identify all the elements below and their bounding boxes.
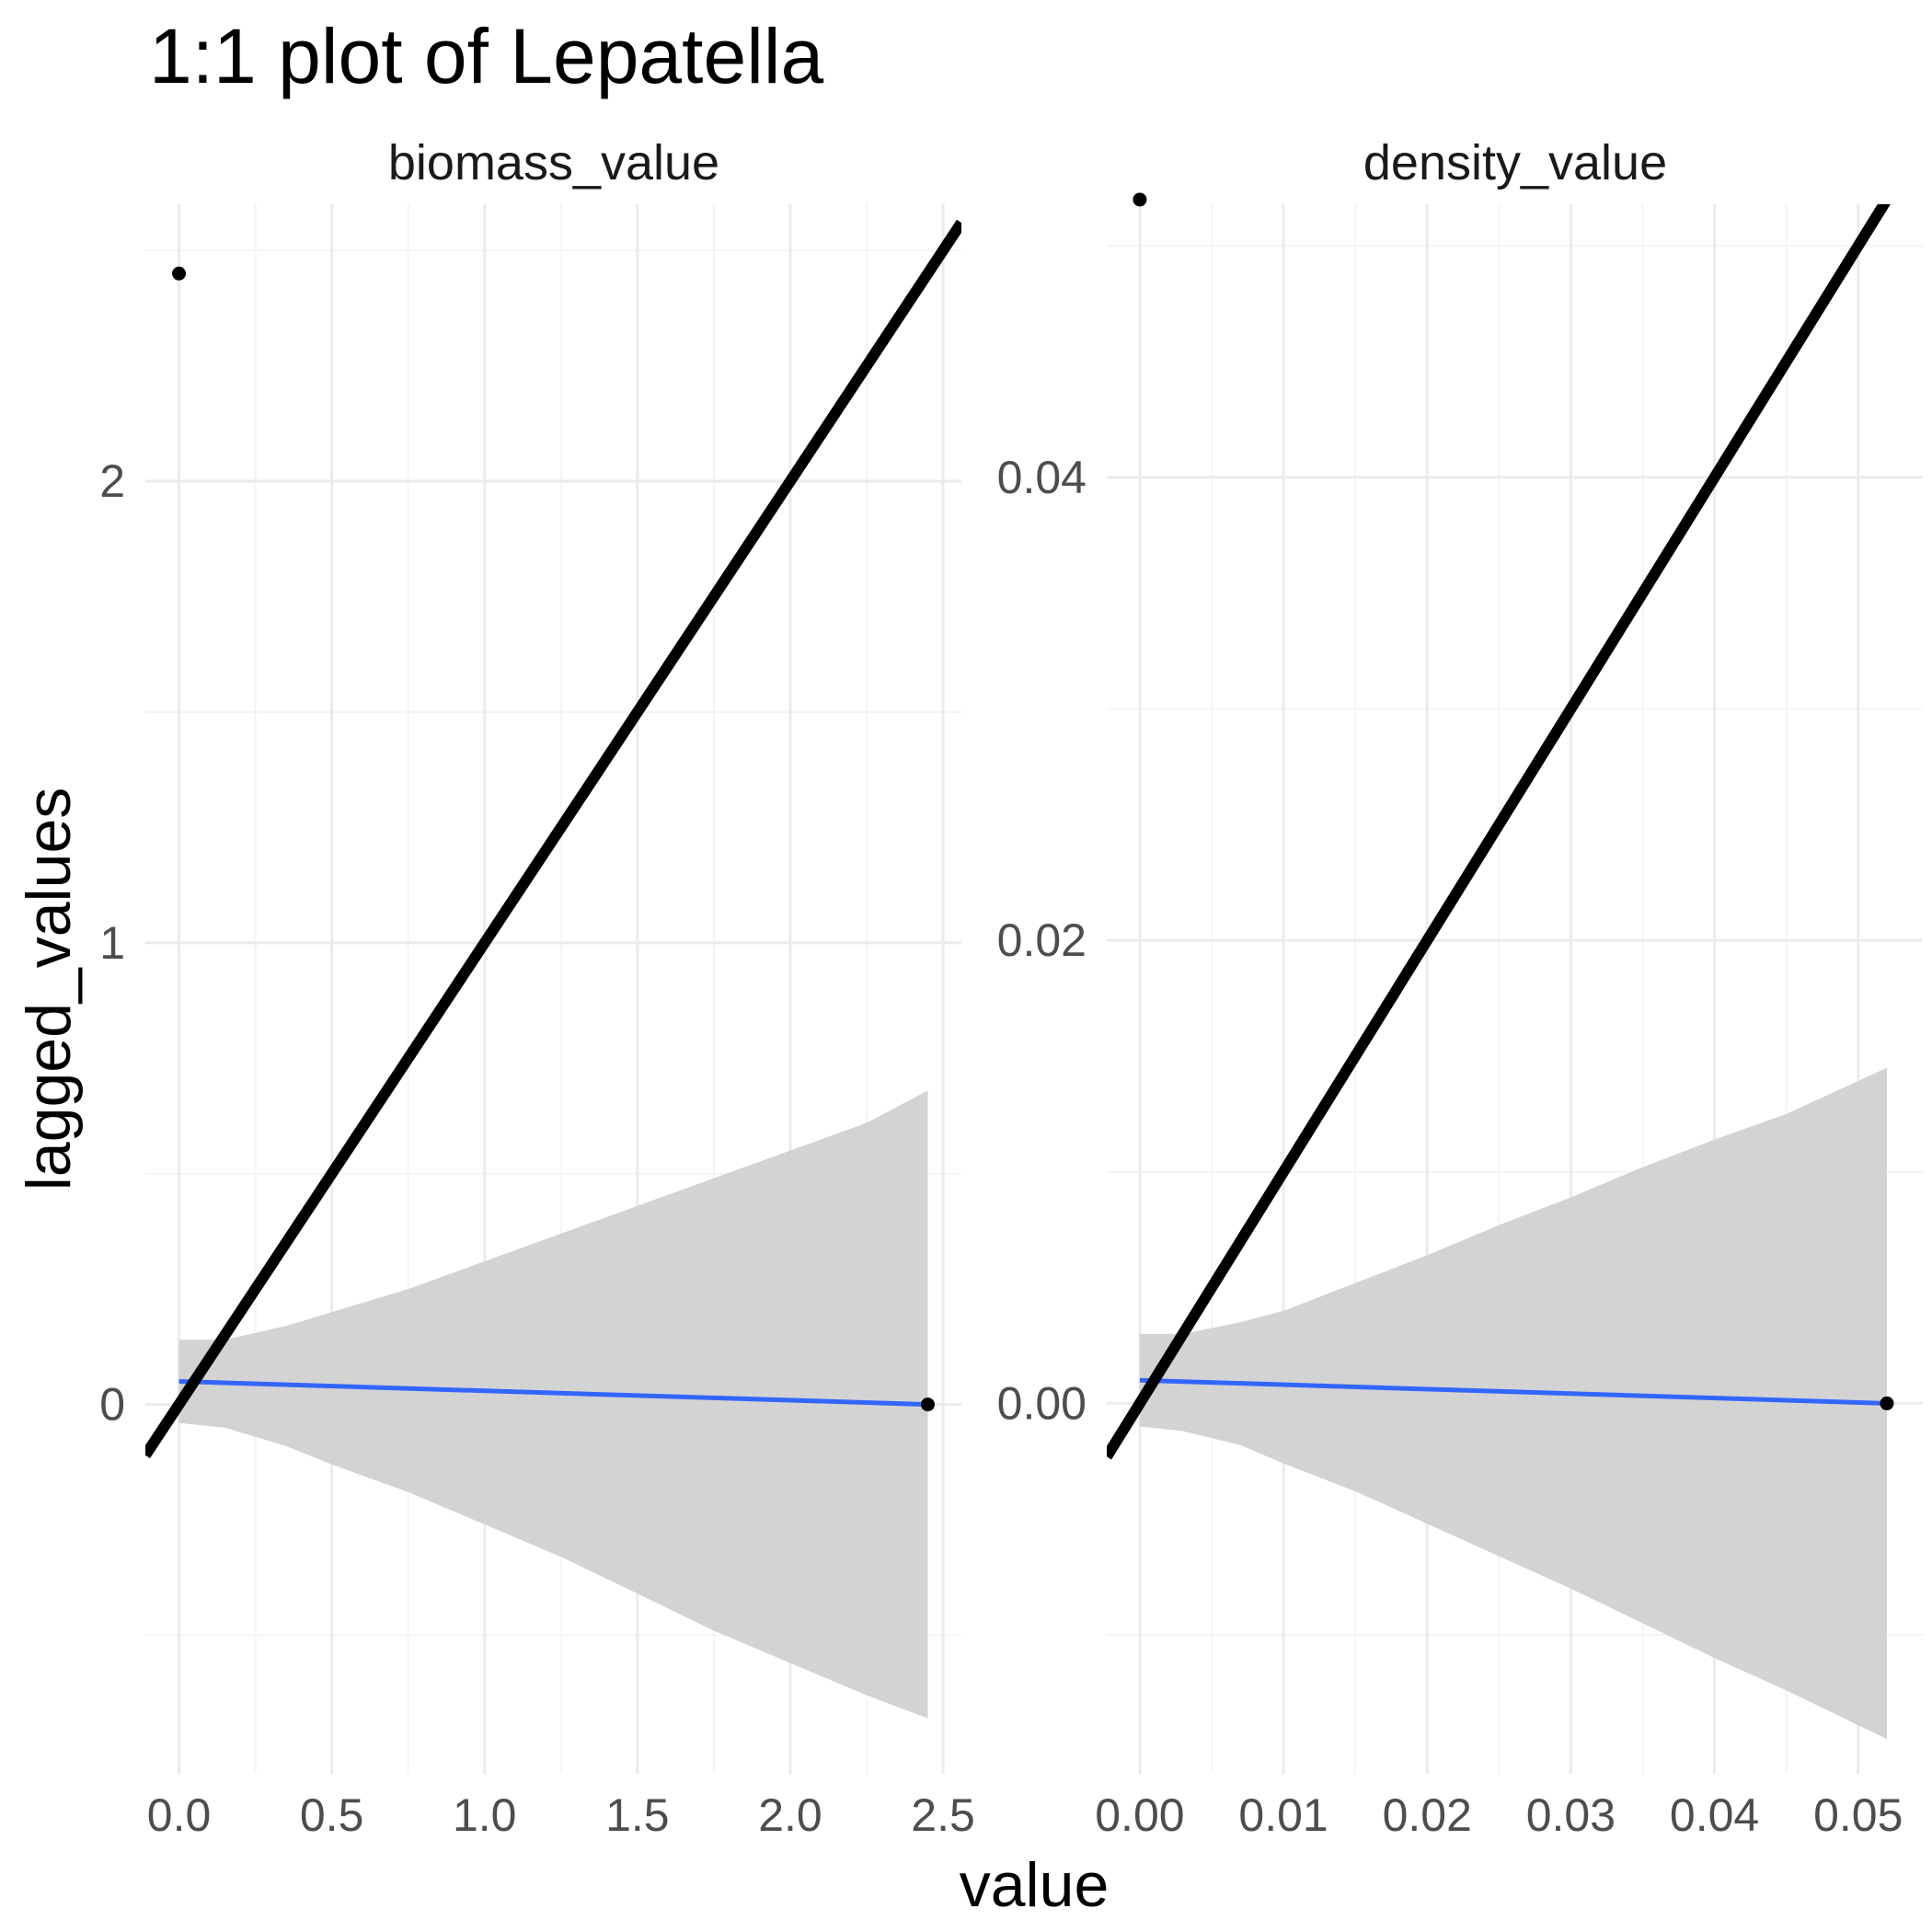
x-tick-label: 1.0: [453, 1789, 517, 1841]
y-tick-label: 2: [99, 455, 125, 507]
data-point: [920, 1397, 935, 1412]
x-tick-label: 0.01: [1238, 1789, 1328, 1841]
x-tick-label: 2.0: [758, 1789, 822, 1841]
y-tick-label: 0: [99, 1379, 125, 1431]
confidence-band: [1139, 1067, 1887, 1740]
y-tick-label: 0.00: [997, 1377, 1087, 1429]
facet-strip-label: biomass_value: [388, 135, 719, 190]
x-tick-label: 0.5: [300, 1789, 364, 1841]
y-axis-title: lagged_values: [14, 788, 84, 1191]
x-tick-label: 0.05: [1813, 1789, 1903, 1841]
identity-line: [145, 219, 961, 1459]
x-tick-label: 0.02: [1383, 1789, 1472, 1841]
facet-strip-label: density_value: [1363, 135, 1667, 190]
x-tick-label: 0.0: [147, 1789, 212, 1841]
x-tick-label: 0.03: [1526, 1789, 1616, 1841]
y-tick-label: 0.04: [997, 452, 1087, 503]
x-tick-label: 1.5: [605, 1789, 670, 1841]
data-point: [1133, 192, 1147, 207]
data-point: [172, 266, 187, 281]
confidence-band: [178, 1090, 928, 1719]
y-tick-label: 1: [99, 917, 125, 969]
regression-line: [178, 1379, 928, 1408]
y-tick-label: 0.02: [997, 914, 1087, 966]
x-tick-label: 2.5: [911, 1789, 975, 1841]
chart-title: 1:1 plot of Lepatella: [149, 13, 824, 99]
x-tick-label: 0.04: [1670, 1789, 1759, 1841]
x-axis-title: value: [960, 1850, 1110, 1920]
data-point: [1880, 1396, 1894, 1410]
regression-line: [1139, 1377, 1888, 1406]
facet-panel-biomass: biomass_value 0.0 0.5 1.0 1.5 2.0 2.5 0 1 2: [99, 135, 975, 1841]
facet-panel-density: density_value 0.00 0.01 0.02 0.03 0.04 0.05 0.…: [997, 135, 1923, 1841]
identity-line: [1107, 204, 1891, 1460]
x-tick-label: 0.00: [1095, 1789, 1184, 1841]
